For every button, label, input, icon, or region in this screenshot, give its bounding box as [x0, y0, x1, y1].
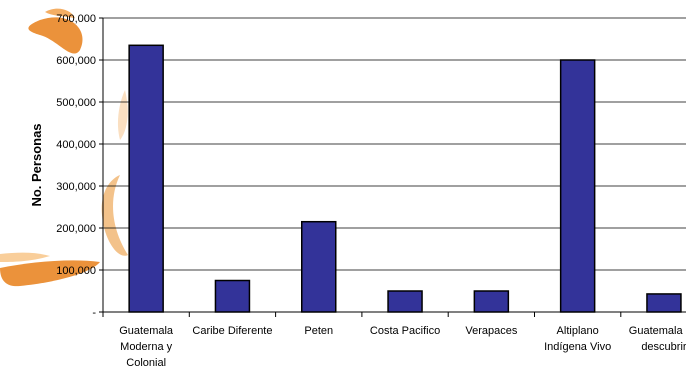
y-tick-label: 300,000 — [56, 181, 96, 193]
y-tick-label: - — [92, 307, 96, 319]
brushstroke-watermark-icon — [0, 8, 128, 287]
y-tick-label: 700,000 — [56, 13, 96, 25]
category-labels: Guatemala Moderna y Colonial Caribe Diferen… — [119, 325, 686, 369]
bar — [559, 59, 596, 313]
y-tick-label: 600,000 — [56, 55, 96, 67]
y-tick-labels: - 100,000 200,000 300,000 400,000 500,000 600,… — [56, 13, 96, 319]
category-label: Indígena Vivo — [544, 341, 611, 353]
bar — [387, 290, 423, 313]
category-label: Caribe Diferente — [192, 325, 272, 337]
gridlines — [99, 17, 686, 313]
category-label: Moderna y — [120, 341, 172, 353]
category-label: descubrir — [641, 341, 686, 353]
category-label: Colonial — [126, 357, 166, 369]
category-label: Guatemala — [119, 325, 174, 337]
category-label: Guatemala Po — [629, 325, 686, 337]
bar — [301, 220, 337, 313]
bar — [128, 44, 164, 313]
y-tick-label: 200,000 — [56, 223, 96, 235]
y-tick-label: 400,000 — [56, 139, 96, 151]
category-label: Peten — [304, 325, 333, 337]
bar — [473, 290, 510, 313]
axes — [102, 18, 686, 317]
y-tick-label: 100,000 — [56, 265, 96, 277]
y-axis-label: No. Personas — [29, 123, 44, 206]
bars — [128, 44, 682, 313]
category-label: Verapaces — [465, 325, 517, 337]
category-label: Costa Pacifico — [370, 325, 440, 337]
category-label: Altiplano — [557, 325, 599, 337]
bar — [214, 279, 251, 313]
y-tick-label: 500,000 — [56, 97, 96, 109]
bar — [646, 293, 682, 313]
